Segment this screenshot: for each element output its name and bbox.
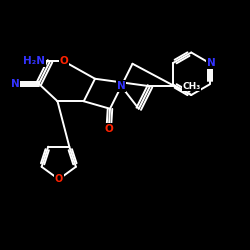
Text: N: N: [206, 58, 215, 68]
Text: N: N: [10, 79, 20, 89]
Text: CH₃: CH₃: [182, 82, 201, 91]
Text: O: O: [54, 174, 63, 184]
Text: O: O: [60, 56, 68, 66]
Text: O: O: [104, 124, 113, 134]
Text: H₂N: H₂N: [23, 56, 45, 66]
Text: N: N: [117, 81, 126, 91]
